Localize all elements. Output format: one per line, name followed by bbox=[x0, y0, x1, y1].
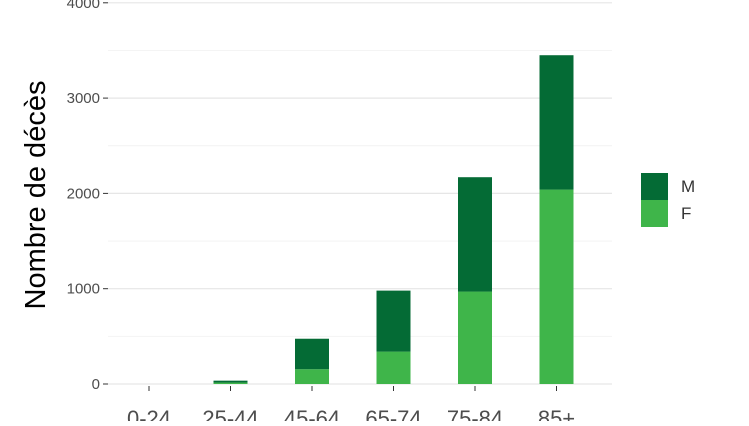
x-tick-label: 65-74 bbox=[365, 406, 421, 421]
bar-M-65-74 bbox=[376, 290, 411, 352]
legend: MF bbox=[641, 173, 695, 227]
y-axis-title: Nombre de décès bbox=[20, 81, 52, 310]
legend-label-M: M bbox=[681, 177, 695, 196]
x-tick-label: 45-64 bbox=[284, 406, 340, 421]
bar-M-25-44 bbox=[213, 380, 248, 383]
bar-F-75-84 bbox=[458, 291, 492, 384]
x-tick-label: 85+ bbox=[538, 406, 575, 421]
bar-F-65-74 bbox=[376, 351, 411, 384]
y-tick-label: 3000 bbox=[67, 90, 100, 107]
bar-M-85+ bbox=[539, 55, 574, 190]
bars bbox=[213, 55, 574, 384]
bar-M-45-64 bbox=[295, 338, 329, 370]
x-tick-label: 75-84 bbox=[447, 406, 503, 421]
y-tick-label: 4000 bbox=[67, 0, 100, 12]
y-tick-label: 0 bbox=[92, 376, 100, 393]
grid-lines bbox=[108, 2, 612, 385]
legend-label-F: F bbox=[681, 204, 691, 223]
bar-F-45-64 bbox=[295, 369, 329, 384]
legend-swatch-M bbox=[641, 173, 668, 200]
legend-swatch-F bbox=[641, 200, 668, 227]
x-tick-label: 25-44 bbox=[202, 406, 258, 421]
y-tick-label: 1000 bbox=[67, 281, 100, 298]
y-tick-label: 2000 bbox=[67, 185, 100, 202]
bar-M-75-84 bbox=[458, 177, 492, 292]
bar-F-25-44 bbox=[213, 382, 248, 384]
bar-F-85+ bbox=[539, 189, 574, 384]
x-tick-label: 0-24 bbox=[127, 406, 171, 421]
